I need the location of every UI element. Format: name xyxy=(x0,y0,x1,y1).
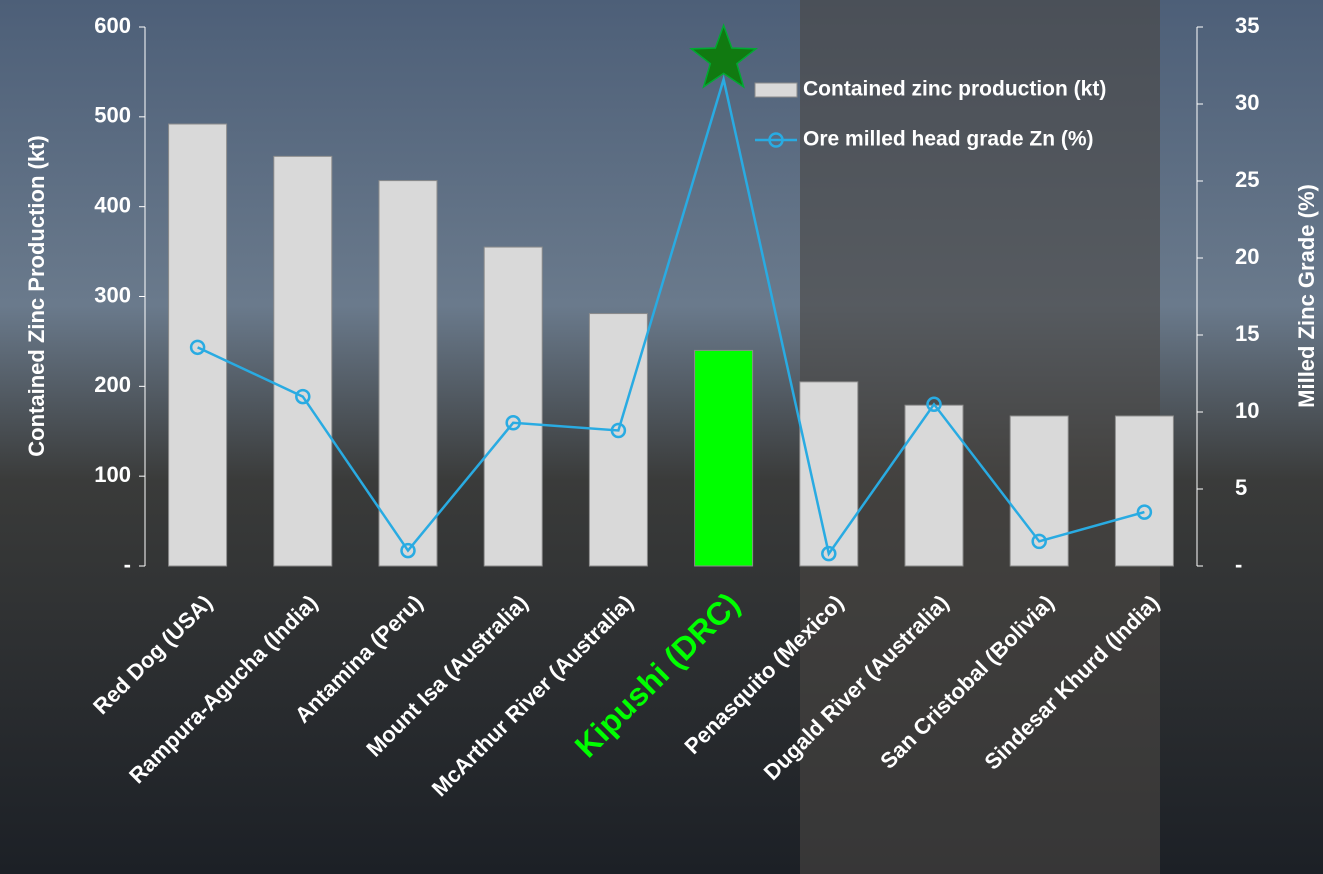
y2-tick-label: 35 xyxy=(1235,13,1259,38)
y2-tick-label: 20 xyxy=(1235,244,1259,269)
y-tick-label: 200 xyxy=(94,372,131,397)
y2-axis-title: Milled Zinc Grade (%) xyxy=(1294,184,1319,408)
grade-marker xyxy=(189,339,206,356)
y-tick-label: 400 xyxy=(94,192,131,217)
grade-marker xyxy=(295,388,311,405)
legend-marker xyxy=(768,132,784,148)
grade-marker xyxy=(610,422,627,439)
bar xyxy=(483,246,543,567)
y2-tick-label: 25 xyxy=(1235,167,1259,192)
grade-marker xyxy=(1136,504,1153,520)
y2-tick-label: 5 xyxy=(1235,475,1247,500)
bar xyxy=(694,349,754,567)
y-axis-title: Contained Zinc Production (kt) xyxy=(24,135,49,456)
bar xyxy=(1009,415,1069,567)
y-tick-label: 300 xyxy=(94,282,131,307)
star-marker xyxy=(689,23,759,89)
legend-swatch xyxy=(754,82,798,98)
y2-tick-label: 15 xyxy=(1235,321,1259,346)
y-tick-label: - xyxy=(124,552,131,577)
y-tick-label: 100 xyxy=(94,462,131,487)
y2-tick-label: 10 xyxy=(1235,398,1259,423)
bar xyxy=(378,180,438,567)
y2-tick-label: - xyxy=(1235,552,1242,577)
grade-marker xyxy=(821,545,837,562)
legend-label: Contained zinc production (kt) xyxy=(803,78,1106,101)
bar xyxy=(168,123,228,567)
bar xyxy=(1114,415,1174,567)
grade-marker xyxy=(1031,533,1047,550)
grade-marker xyxy=(400,542,416,559)
tower-shape xyxy=(800,0,1160,874)
bar xyxy=(799,381,859,567)
bar xyxy=(588,313,648,567)
y-tick-label: 600 xyxy=(94,13,131,38)
y2-tick-label: 30 xyxy=(1235,90,1259,115)
grade-line xyxy=(197,74,1145,557)
bar xyxy=(273,155,333,567)
legend-label: Ore milled head grade Zn (%) xyxy=(803,128,1094,151)
grade-marker xyxy=(926,396,942,413)
y-tick-label: 500 xyxy=(94,103,131,128)
grade-marker xyxy=(505,415,521,431)
